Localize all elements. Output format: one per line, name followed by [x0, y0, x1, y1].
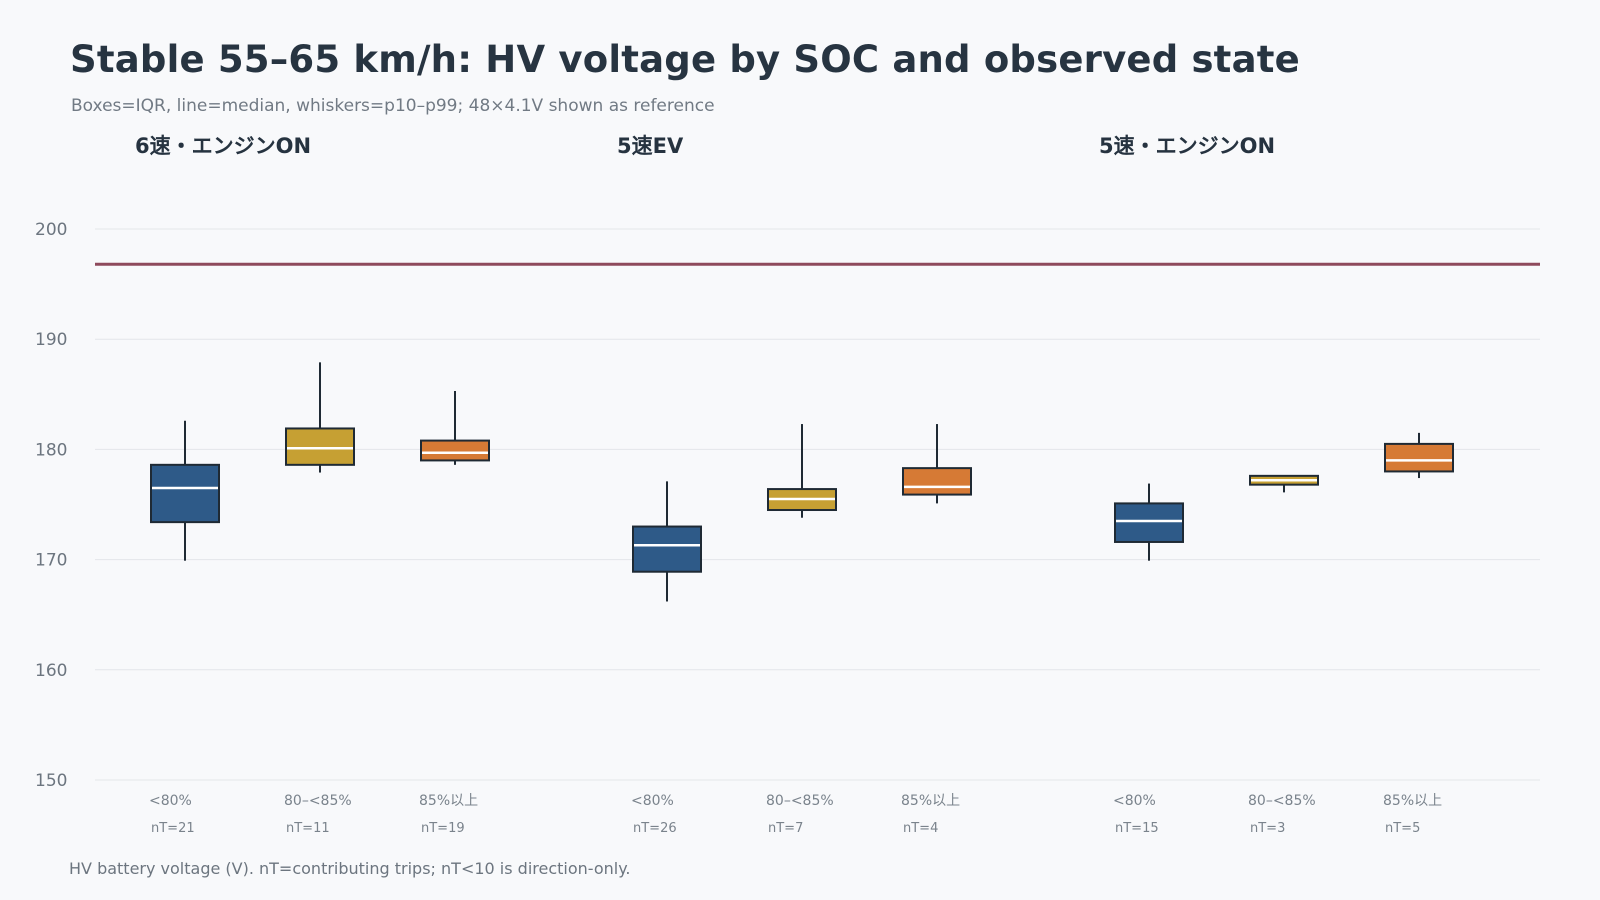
box-plot-1-1: [150, 420, 220, 561]
trip-count-label: nT=3: [1250, 821, 1285, 836]
box-plot-3-1: [1114, 483, 1184, 561]
y-tick-label: 150: [35, 771, 67, 791]
footnote: HV battery voltage (V). nT=contributing …: [69, 859, 631, 878]
x-category-label: 80–<85%: [1248, 793, 1316, 809]
trip-count-label: nT=7: [768, 821, 803, 836]
trip-count-label: nT=26: [633, 821, 677, 836]
y-tick-label: 180: [35, 440, 67, 460]
iqr-box: [1384, 442, 1454, 473]
chart-subtitle: Boxes=IQR, line=median, whiskers=p10–p99…: [71, 96, 715, 116]
label-layer: 6速・エンジンON <80% nT=21 80–<85% nT=11 85%以上 nT=19…: [135, 134, 1442, 836]
x-category-label: <80%: [631, 793, 674, 809]
trip-count-label: nT=4: [903, 821, 938, 836]
box-plot-2-1: [632, 481, 702, 602]
x-category-label: <80%: [149, 793, 192, 809]
box-plot-1-2: [285, 362, 355, 473]
trip-count-label: nT=21: [151, 821, 195, 836]
panel-title: 6速・エンジンON: [135, 134, 311, 158]
box-plot-3-2: [1249, 474, 1319, 493]
y-tick-label: 170: [35, 551, 67, 571]
iqr-box: [150, 463, 220, 524]
trip-count-label: nT=19: [421, 821, 465, 836]
box-plot-3-3: [1384, 432, 1454, 479]
trip-count-label: nT=11: [286, 821, 330, 836]
iqr-box: [902, 467, 972, 496]
trip-count-label: nT=15: [1115, 821, 1159, 836]
y-tick-label: 200: [35, 220, 67, 240]
iqr-box: [1114, 502, 1184, 543]
iqr-box: [420, 439, 490, 462]
x-category-label: 80–<85%: [284, 793, 352, 809]
iqr-box: [632, 525, 702, 573]
box-plot-1-3: [420, 390, 490, 465]
x-category-label: 85%以上: [419, 793, 478, 809]
box-layer: [150, 362, 1454, 602]
chart-title: Stable 55–65 km/h: HV voltage by SOC and…: [70, 38, 1300, 81]
panel-title: 5速・エンジンON: [1099, 134, 1275, 158]
y-tick-label: 160: [35, 661, 67, 681]
panel-title: 5速EV: [617, 134, 684, 158]
box-plot-2-2: [767, 424, 837, 518]
x-category-label: <80%: [1113, 793, 1156, 809]
iqr-box: [285, 427, 355, 466]
box-plot-2-3: [902, 424, 972, 504]
x-category-label: 85%以上: [901, 793, 960, 809]
y-tick-label: 190: [35, 330, 67, 350]
x-category-label: 85%以上: [1383, 793, 1442, 809]
x-category-label: 80–<85%: [766, 793, 834, 809]
trip-count-label: nT=5: [1385, 821, 1420, 836]
